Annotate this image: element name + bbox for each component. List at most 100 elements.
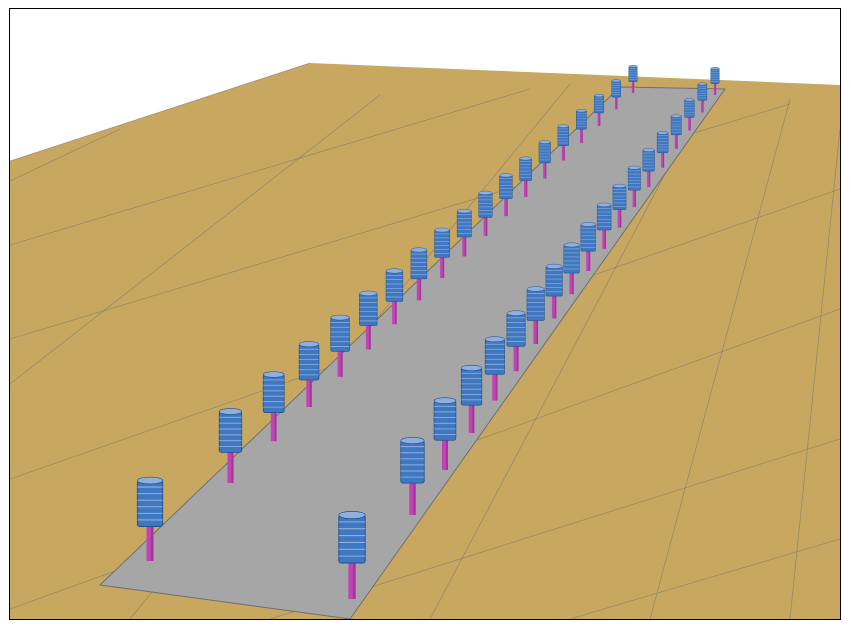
- spring-top: [545, 263, 563, 269]
- spring-post: [460, 364, 483, 434]
- post-shaft: [713, 83, 717, 95]
- post-shade: [563, 145, 565, 161]
- post-shaft: [631, 81, 635, 93]
- post-shade: [663, 152, 665, 168]
- spring-top: [359, 290, 378, 296]
- spring-post: [670, 114, 682, 149]
- post-shaft: [416, 278, 422, 301]
- spring-post: [627, 165, 641, 208]
- post-shaft: [647, 171, 651, 188]
- spring-post: [262, 371, 285, 442]
- post-shaft: [441, 440, 448, 470]
- post-shaft: [483, 217, 488, 236]
- spring-post: [628, 65, 638, 93]
- spring-post: [656, 131, 669, 168]
- spring-top: [656, 131, 669, 135]
- post-shade: [464, 237, 467, 257]
- spring-post: [136, 476, 164, 561]
- post-shade: [633, 81, 635, 93]
- post-shaft: [586, 251, 591, 272]
- post-shade: [353, 563, 356, 599]
- post-shaft: [409, 483, 416, 516]
- spring-top: [461, 364, 483, 372]
- post-shaft: [632, 190, 636, 208]
- spring-post: [580, 222, 596, 272]
- post-shaft: [306, 380, 312, 407]
- spring-top: [484, 336, 505, 343]
- post-shaft: [543, 162, 547, 179]
- spring-top: [385, 268, 404, 274]
- post-shaft: [468, 405, 475, 434]
- post-shaft: [513, 346, 519, 372]
- spring-post: [545, 263, 563, 319]
- post-shade: [554, 296, 557, 319]
- spring-top: [697, 82, 708, 86]
- ground-grid: [10, 62, 840, 619]
- post-shaft: [523, 180, 528, 198]
- grid-line: [429, 88, 711, 619]
- post-shade: [545, 162, 547, 179]
- post-shade: [604, 230, 607, 249]
- spring-top: [137, 476, 163, 485]
- spring-top: [597, 202, 612, 207]
- spring-post: [576, 109, 587, 144]
- spring-top: [218, 408, 243, 415]
- post-shade: [472, 405, 475, 434]
- spring-post: [563, 242, 580, 295]
- post-shade: [151, 526, 154, 561]
- render-viewport: [9, 8, 841, 620]
- spring-post: [359, 290, 378, 350]
- spring-top: [627, 165, 641, 170]
- post-shade: [506, 198, 508, 217]
- post-shaft: [614, 97, 618, 110]
- spring-post: [298, 341, 320, 407]
- post-shade: [702, 100, 704, 113]
- spring-top: [642, 148, 655, 152]
- spring-post: [596, 202, 612, 249]
- grid-line: [649, 98, 791, 619]
- post-shade: [599, 112, 601, 126]
- post-shaft: [688, 117, 691, 131]
- spring-top: [338, 511, 366, 519]
- spring-post: [410, 247, 428, 301]
- spring-top: [670, 114, 682, 118]
- spring-top: [576, 109, 587, 113]
- post-shaft: [551, 296, 557, 319]
- spring-top: [298, 341, 320, 348]
- post-shade: [486, 217, 488, 236]
- spring-top: [400, 437, 425, 445]
- post-shade: [413, 483, 416, 516]
- post-shade: [634, 190, 636, 208]
- post-shade: [369, 325, 371, 350]
- post-shaft: [146, 526, 154, 561]
- spring-top: [478, 190, 493, 195]
- post-shaft: [492, 374, 498, 401]
- post-shade: [516, 346, 519, 372]
- post-shade: [231, 452, 234, 484]
- spring-post: [484, 336, 505, 401]
- post-shade: [445, 440, 448, 470]
- spring-top: [262, 371, 285, 378]
- post-shade: [689, 117, 691, 131]
- spring-post: [557, 124, 569, 161]
- spring-post: [218, 408, 243, 484]
- spring-top: [330, 314, 350, 321]
- spring-top: [594, 94, 604, 98]
- post-shaft: [462, 237, 467, 257]
- post-shade: [340, 351, 343, 377]
- post-shaft: [440, 257, 445, 278]
- spring-top: [628, 65, 638, 68]
- spring-post: [478, 190, 493, 236]
- spring-post: [611, 79, 621, 110]
- post-shade: [419, 278, 422, 301]
- spring-post: [506, 310, 526, 372]
- spring-post: [593, 94, 605, 126]
- post-shade: [572, 273, 574, 295]
- post-shade: [395, 301, 397, 325]
- grid-line: [10, 94, 381, 385]
- post-shaft: [569, 273, 574, 295]
- spring-top: [580, 222, 596, 227]
- spring-posts: [136, 65, 720, 599]
- post-shaft: [365, 325, 371, 350]
- spring-top: [611, 79, 621, 83]
